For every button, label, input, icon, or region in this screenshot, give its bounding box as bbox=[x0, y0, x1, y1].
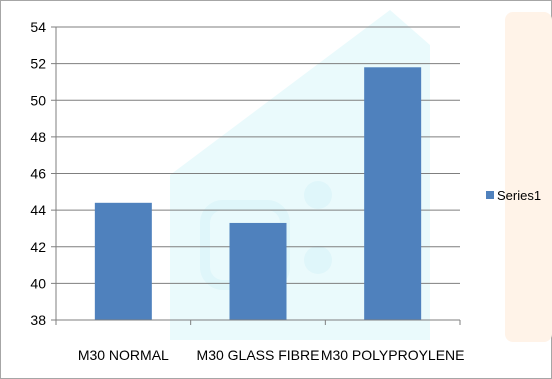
y-tick-label: 52 bbox=[30, 56, 46, 72]
bar-1 bbox=[94, 202, 152, 320]
legend-swatch-series1 bbox=[486, 191, 494, 199]
x-tick-labels: M30 NORMAL M30 GLASS FIBRE M30 POLYPROYLEN… bbox=[78, 347, 465, 363]
y-tick-label: 50 bbox=[30, 92, 46, 108]
y-tick-label: 48 bbox=[30, 129, 46, 145]
y-tick-label: 54 bbox=[30, 19, 46, 35]
y-tick-label: 40 bbox=[30, 275, 46, 291]
bars bbox=[94, 67, 422, 320]
bar-3 bbox=[364, 67, 422, 320]
y-tick-label: 42 bbox=[30, 239, 46, 255]
y-tick-label: 46 bbox=[30, 166, 46, 182]
x-tick-label: M30 GLASS FIBRE bbox=[197, 347, 320, 363]
legend-label-series1: Series1 bbox=[497, 188, 541, 203]
x-tick-label: M30 POLYPROYLENE bbox=[321, 347, 465, 363]
axes bbox=[55, 27, 461, 325]
bar-2 bbox=[229, 222, 287, 320]
x-tick-label: M30 NORMAL bbox=[78, 347, 169, 363]
legend: Series1 bbox=[486, 188, 541, 203]
y-tick-label: 38 bbox=[30, 312, 46, 328]
y-tick-labels: 38 40 42 44 46 48 50 52 54 bbox=[30, 19, 46, 328]
y-tick-label: 44 bbox=[30, 202, 46, 218]
